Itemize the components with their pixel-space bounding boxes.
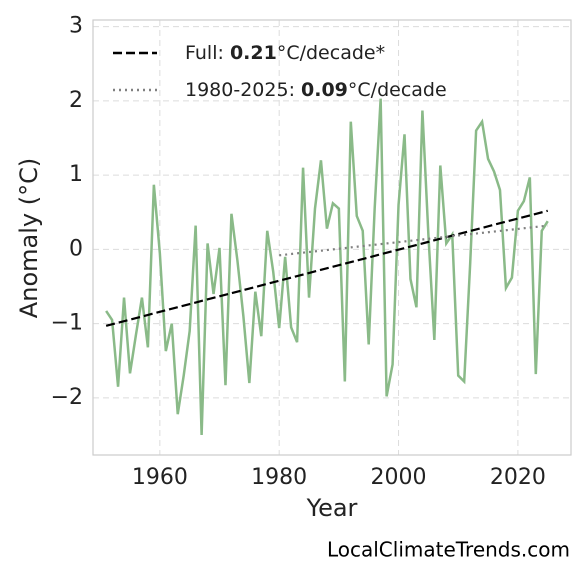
series-line <box>105 98 549 435</box>
x-tick-label: 2020 <box>490 465 546 490</box>
x-axis-label: Year <box>306 494 358 522</box>
legend-unit: °C/decade <box>348 79 447 101</box>
series-line <box>105 209 549 327</box>
y-tick-label: 2 <box>69 88 83 113</box>
y-tick-label: −2 <box>51 385 83 410</box>
y-axis-label: Anomaly (°C) <box>15 158 43 318</box>
legend-label: 1980-2025: 0.09°C/decade <box>185 79 447 101</box>
x-tick-label: 1980 <box>251 465 307 490</box>
y-tick-label: −1 <box>51 311 83 336</box>
legend-unit: °C/decade* <box>277 42 385 64</box>
legend-label: Full: 0.21°C/decade* <box>185 42 385 64</box>
legend-rate: 0.21 <box>230 42 277 64</box>
series-line <box>279 224 548 257</box>
y-tick-label: 0 <box>69 236 83 261</box>
legend-lead: Full: <box>185 42 230 64</box>
x-tick-label: 2000 <box>371 465 427 490</box>
source: LocalClimateTrends.com <box>327 538 570 562</box>
plot-frame <box>92 19 572 456</box>
y-tick-label: 1 <box>69 162 83 187</box>
y-tick-label: 3 <box>69 14 83 39</box>
legend-lead: 1980-2025: <box>185 79 301 101</box>
x-tick-label: 1960 <box>132 465 188 490</box>
legend-rate: 0.09 <box>301 79 348 101</box>
